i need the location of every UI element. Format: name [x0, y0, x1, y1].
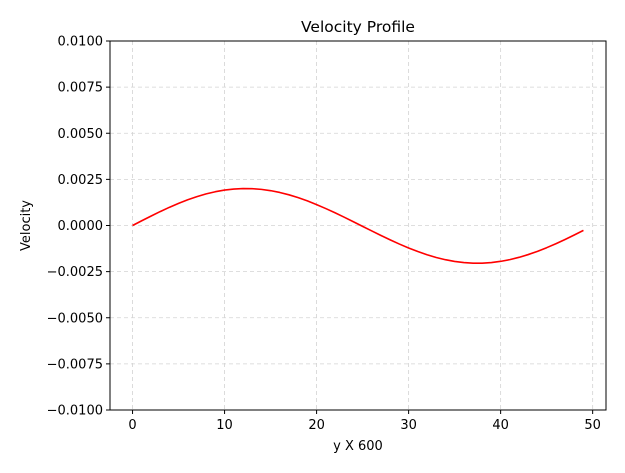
x-tick-label: 40 — [492, 418, 509, 433]
y-tick-label: −0.0050 — [47, 311, 103, 326]
y-tick-label: 0.0050 — [58, 127, 104, 142]
x-tick-label: 0 — [128, 418, 136, 433]
tick-marks — [106, 40, 594, 414]
chart-title: Velocity Profile — [301, 18, 415, 36]
y-tick-labels: −0.0100 −0.0075 −0.0050 −0.0025 0.0000 0.0025… — [47, 35, 103, 419]
y-axis-title: Velocity — [19, 200, 34, 251]
series-line — [132, 187, 584, 264]
y-tick-label: −0.0075 — [47, 357, 103, 372]
x-axis-title: y X 600 — [333, 439, 383, 454]
y-tick-label: 0.0075 — [58, 81, 104, 96]
y-tick-label: −0.0100 — [47, 404, 103, 419]
series-layer — [132, 187, 584, 264]
x-tick-label: 50 — [584, 418, 601, 433]
y-tick-label: −0.0025 — [47, 265, 103, 280]
y-tick-label: 0.0000 — [58, 219, 104, 234]
x-tick-label: 10 — [216, 418, 233, 433]
x-tick-label: 20 — [308, 418, 325, 433]
y-tick-label: 0.0025 — [58, 173, 104, 188]
x-tick-labels: 0 10 20 30 40 50 — [128, 418, 601, 433]
y-tick-label: 0.0100 — [58, 35, 104, 50]
x-tick-label: 30 — [400, 418, 417, 433]
